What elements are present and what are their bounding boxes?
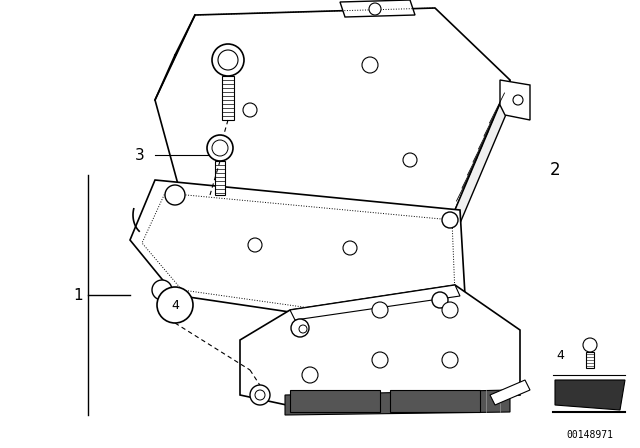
Circle shape	[291, 319, 309, 337]
Circle shape	[207, 135, 233, 161]
Circle shape	[255, 390, 265, 400]
Circle shape	[212, 44, 244, 76]
Circle shape	[442, 212, 458, 228]
Circle shape	[165, 185, 185, 205]
Circle shape	[212, 140, 228, 156]
Circle shape	[372, 352, 388, 368]
Text: 4: 4	[556, 349, 564, 362]
Text: 00148971: 00148971	[566, 430, 614, 440]
Polygon shape	[130, 180, 465, 315]
Polygon shape	[240, 285, 520, 410]
Polygon shape	[290, 390, 380, 412]
Polygon shape	[390, 390, 480, 412]
Circle shape	[250, 385, 270, 405]
Text: 4: 4	[171, 298, 179, 311]
Polygon shape	[455, 80, 510, 235]
Text: 2: 2	[550, 161, 560, 179]
Circle shape	[243, 103, 257, 117]
Circle shape	[442, 302, 458, 318]
Polygon shape	[285, 390, 510, 415]
Polygon shape	[222, 76, 234, 120]
Text: 1: 1	[73, 288, 83, 302]
Circle shape	[157, 287, 193, 323]
Circle shape	[403, 153, 417, 167]
Text: 3: 3	[135, 147, 145, 163]
Polygon shape	[586, 352, 594, 368]
Polygon shape	[185, 210, 455, 235]
Polygon shape	[490, 380, 530, 405]
Circle shape	[362, 57, 378, 73]
Polygon shape	[215, 161, 225, 195]
Circle shape	[299, 325, 307, 333]
Circle shape	[248, 238, 262, 252]
Circle shape	[302, 367, 318, 383]
Circle shape	[372, 302, 388, 318]
Circle shape	[152, 280, 172, 300]
Polygon shape	[340, 0, 415, 17]
Circle shape	[369, 3, 381, 15]
Circle shape	[218, 50, 238, 70]
Circle shape	[343, 241, 357, 255]
Polygon shape	[500, 80, 530, 120]
Circle shape	[583, 338, 597, 352]
Circle shape	[432, 292, 448, 308]
Polygon shape	[290, 285, 460, 320]
Circle shape	[513, 95, 523, 105]
Polygon shape	[155, 8, 510, 210]
Polygon shape	[555, 380, 625, 410]
Circle shape	[442, 352, 458, 368]
